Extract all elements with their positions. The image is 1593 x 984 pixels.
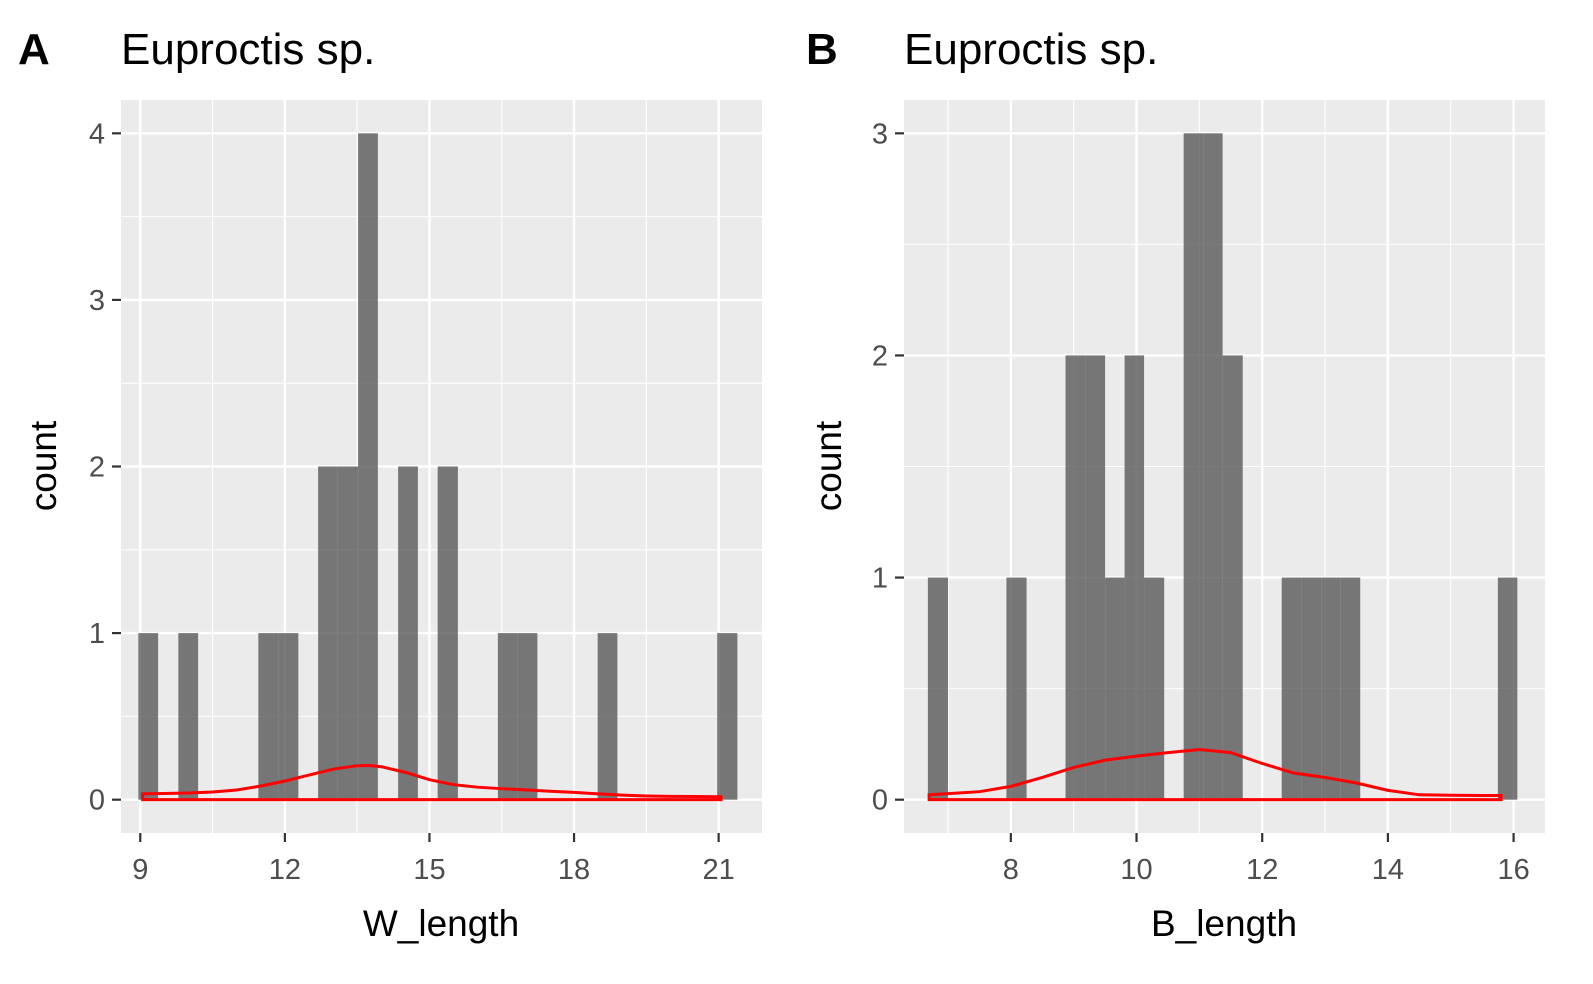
panel-b-x-tick-label: 12 [1246, 854, 1278, 886]
panel-b-tag: B [806, 25, 838, 74]
panel-a-y-tick-label: 2 [89, 452, 105, 484]
panel-a-histogram-bar [337, 466, 359, 800]
panel-b-x-tick-label: 16 [1497, 854, 1529, 886]
panel-b-histogram-bar [1281, 577, 1302, 800]
panel-a-density-curve [141, 764, 723, 802]
panel-b-histogram-bar [1222, 355, 1243, 800]
panel-b-y-tick-label: 2 [872, 340, 888, 372]
panel-b-histogram-bar [1203, 133, 1223, 800]
panel-a-x-tick-label: 18 [558, 854, 590, 886]
panel-a-histogram-bar [597, 633, 618, 800]
panel-a-x-tick-label: 12 [269, 854, 301, 886]
panel-a-title: Euproctis sp. [121, 25, 375, 74]
panel-b-y-tick-label: 0 [872, 785, 888, 817]
panel-a-histogram-bar [318, 466, 338, 800]
panel-b-x-tick-label: 8 [1003, 854, 1019, 886]
panel-b-histogram-bar [1144, 577, 1165, 800]
panel-a-y-axis-title: count [23, 420, 64, 511]
panel-a-histogram-bar [437, 466, 458, 800]
panel-a-histogram-bar [717, 633, 738, 800]
panel-b-x-tick-label: 14 [1372, 854, 1404, 886]
panel-b-histogram-bar [1183, 133, 1204, 800]
panel-b-title: Euproctis sp. [904, 25, 1158, 74]
panel-a-bars [138, 133, 738, 800]
panel-b-histogram-bar [1065, 355, 1086, 800]
panel-b-density [927, 747, 1503, 802]
panel-b-y-tick-label: 1 [872, 563, 888, 595]
panel-b-bars [927, 133, 1518, 800]
panel-b-y-tick-label: 3 [872, 118, 888, 150]
panel-a-histogram-bar [278, 633, 299, 800]
panel-a-density [141, 764, 723, 802]
panel-a-histogram-bar [178, 633, 199, 800]
panel-a-tag: A [18, 25, 50, 74]
panel-a-histogram-bar [258, 633, 279, 800]
panel-a-x-axis-title: W_length [363, 903, 519, 944]
panel-b-x-tick-label: 10 [1120, 854, 1152, 886]
panel-a-x-tick-label: 15 [413, 854, 445, 886]
panel-a-histogram-bar [358, 133, 378, 800]
panel-a-x-tick-label: 21 [702, 854, 734, 886]
panel-a-histogram-bar [497, 633, 518, 800]
panel-b-histogram-bar [927, 577, 948, 800]
panel-b-histogram-bar [1321, 577, 1341, 800]
panel-a-y-tick-label: 1 [89, 618, 105, 650]
panel-a-x-tick-label: 9 [132, 854, 148, 886]
panel-b-density-curve [927, 747, 1503, 802]
panel-a-histogram-bar [138, 633, 159, 800]
panel-b-histogram-bar [1340, 577, 1361, 800]
panel-a-histogram-bar [517, 633, 538, 800]
panel-a-y-tick-label: 0 [89, 785, 105, 817]
panel-b-y-axis-title: count [808, 420, 849, 511]
panel-b-histogram-bar [1301, 577, 1322, 800]
panel-b-x-axis-title: B_length [1151, 903, 1297, 944]
panel-a-histogram-bar [398, 466, 418, 800]
panel-b-histogram-bar [1497, 577, 1518, 800]
panel-b-histogram-bar [1124, 355, 1145, 800]
panel-b-histogram-bar [1006, 577, 1027, 800]
panel-b-histogram-bar [1105, 577, 1125, 800]
panel-a-y-tick-label: 4 [89, 118, 105, 150]
panel-b-histogram-bar [1085, 355, 1106, 800]
panel-a-y-tick-label: 3 [89, 285, 105, 317]
